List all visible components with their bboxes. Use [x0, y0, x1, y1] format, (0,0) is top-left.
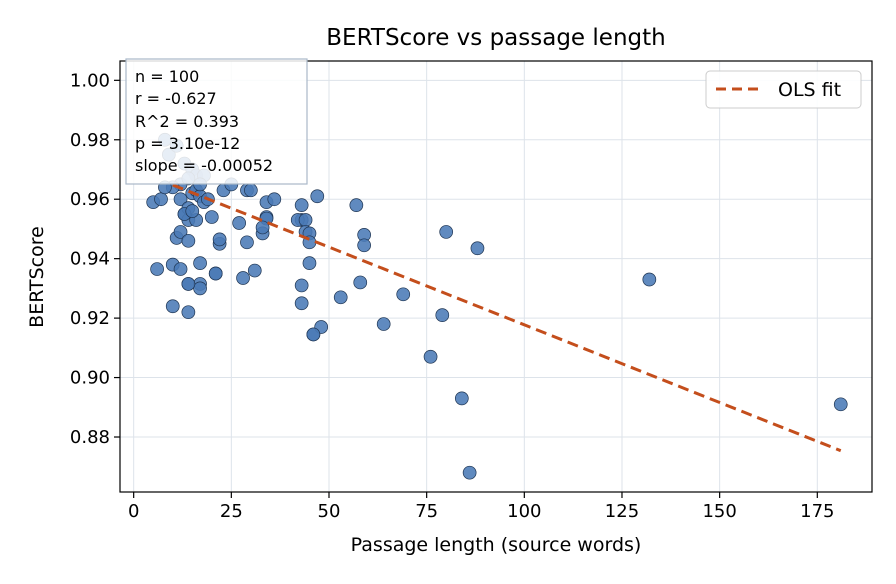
stats-r: r = -0.627: [135, 89, 217, 108]
legend: OLS fit: [705, 70, 862, 109]
data-point: [165, 299, 180, 314]
x-tick-label: 50: [318, 501, 341, 522]
grid-lines: [120, 61, 872, 492]
data-point: [396, 287, 411, 302]
y-tick-label: 0.96: [70, 189, 110, 210]
data-point: [462, 465, 477, 480]
x-axis-label: Passage length (source words): [351, 534, 642, 556]
data-point: [435, 308, 450, 322]
data-point: [193, 256, 207, 270]
data-point: [236, 271, 250, 285]
plot-frame: [119, 60, 873, 493]
data-point: [173, 192, 188, 207]
legend-frame: [705, 70, 862, 109]
x-tick-label: 150: [702, 501, 736, 522]
x-tick-label: 75: [415, 501, 438, 522]
stats-n: n = 100: [135, 67, 199, 86]
data-point: [294, 296, 309, 311]
x-tick-label: 25: [220, 501, 243, 522]
data-point: [255, 220, 270, 235]
y-tick-label: 0.88: [70, 427, 110, 448]
data-point: [232, 216, 246, 230]
data-point: [267, 192, 282, 207]
data-point: [642, 272, 657, 287]
y-tick-label: 1.00: [70, 70, 110, 91]
data-point: [181, 277, 196, 291]
y-tick-label: 0.90: [70, 368, 110, 389]
y-axis-label: BERTScore: [26, 226, 48, 328]
data-point: [357, 238, 372, 253]
data-point: [423, 349, 438, 364]
data-point: [181, 305, 196, 320]
x-tick-label: 0: [128, 501, 139, 522]
data-point: [353, 275, 368, 290]
data-point: [208, 266, 223, 281]
data-point: [212, 232, 227, 247]
data-point: [247, 263, 262, 278]
data-point: [150, 262, 164, 276]
x-tick-label: 175: [800, 501, 834, 522]
stats-box-frame: [125, 58, 308, 185]
chart-title: BERTScore vs passage length: [326, 25, 665, 51]
data-point: [240, 235, 254, 250]
data-point: [302, 256, 317, 270]
data-point: [154, 192, 168, 207]
data-point: [185, 204, 200, 218]
data-point: [454, 391, 469, 406]
stats-p: p = 3.10e-12: [135, 134, 240, 153]
x-axis-ticks: 0 25 50 75 100 125 150 175: [128, 492, 834, 522]
data-point: [376, 317, 391, 331]
data-point: [306, 327, 321, 342]
data-point: [173, 225, 188, 239]
data-point: [439, 225, 454, 239]
data-point: [470, 241, 485, 256]
data-point: [349, 198, 364, 213]
data-points: [146, 132, 848, 480]
data-point: [204, 210, 219, 224]
y-axis-ticks: 0.88 0.90 0.92 0.94 0.96 0.98 1.00: [70, 70, 120, 448]
ols-fit-line: [172, 183, 842, 453]
data-point: [294, 198, 309, 213]
x-tick-label: 100: [507, 501, 541, 522]
data-point: [244, 183, 258, 198]
data-point: [833, 397, 848, 412]
y-tick-label: 0.98: [70, 130, 110, 151]
x-tick-label: 125: [605, 501, 639, 522]
data-point: [173, 262, 188, 276]
data-point: [294, 278, 309, 293]
data-point: [310, 189, 325, 204]
y-tick-label: 0.94: [70, 249, 110, 270]
legend-fit-label: OLS fit: [778, 79, 841, 101]
data-point: [193, 281, 207, 296]
data-point: [333, 290, 348, 305]
data-point: [181, 233, 196, 248]
data-point: [298, 213, 313, 227]
stats-box: n = 100 r = -0.627 R^2 = 0.393 p = 3.10e…: [125, 58, 308, 185]
y-tick-label: 0.92: [70, 308, 110, 329]
fit-line-group: [172, 183, 842, 453]
stats-r2: R^2 = 0.393: [135, 112, 239, 131]
stats-slope: slope = -0.00052: [135, 156, 273, 175]
